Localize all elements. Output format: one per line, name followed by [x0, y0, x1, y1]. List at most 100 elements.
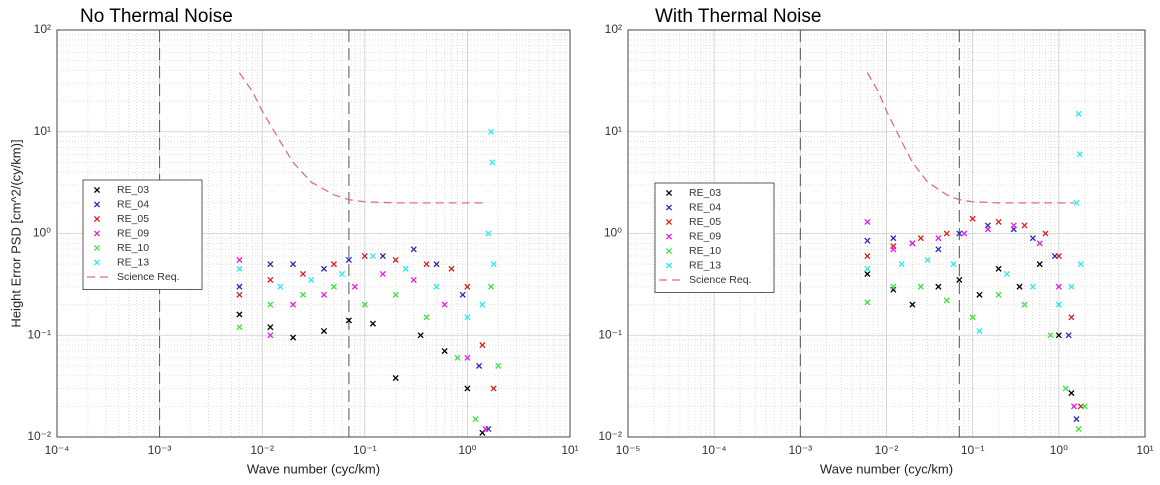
chart-title: With Thermal Noise	[655, 6, 821, 27]
y-tick-label: 10⁻¹	[598, 327, 622, 341]
data-point	[441, 347, 448, 355]
x-tick-label: 10⁻¹	[353, 443, 377, 457]
data-point	[410, 246, 417, 253]
x-tick-label: 10¹	[1136, 443, 1153, 457]
data-point	[1055, 253, 1062, 260]
data-point	[864, 270, 871, 278]
legend-marker	[93, 244, 101, 252]
data-point	[1029, 235, 1036, 242]
data-point	[984, 226, 991, 233]
data-point	[917, 283, 924, 290]
data-point	[961, 230, 968, 237]
data-point	[495, 362, 502, 369]
data-point	[459, 291, 466, 298]
series	[236, 253, 497, 392]
x-tick-label: 10⁻⁵	[616, 443, 641, 457]
x-tick-label: 10⁻³	[788, 443, 812, 457]
data-point	[976, 327, 983, 335]
legend-label: RE_03	[117, 184, 149, 196]
series	[866, 72, 1075, 204]
data-point	[864, 218, 871, 225]
data-point	[479, 301, 486, 308]
data-point	[935, 235, 942, 242]
data-point	[1010, 222, 1017, 229]
legend-label: RE_05	[117, 213, 149, 225]
data-point	[351, 283, 358, 290]
data-point	[454, 354, 461, 361]
data-point	[1021, 301, 1028, 308]
data-point	[943, 230, 950, 237]
y-tick-label: 10²	[34, 22, 51, 36]
data-point	[1016, 283, 1023, 290]
y-tick-label: 10⁻¹	[27, 327, 51, 341]
plot-frame	[56, 29, 571, 438]
data-point	[1068, 390, 1075, 397]
data-point	[464, 385, 471, 392]
data-point	[379, 270, 386, 278]
series	[864, 283, 1088, 433]
data-point	[1075, 425, 1082, 433]
data-point	[1042, 230, 1049, 237]
x-tick-label: 10¹	[561, 443, 578, 457]
data-point	[1029, 283, 1036, 290]
legend-label: RE_10	[117, 242, 149, 254]
legend-marker	[665, 262, 673, 269]
x-tick-label: 10⁻¹	[961, 443, 985, 457]
data-point	[864, 299, 871, 306]
data-point	[330, 283, 337, 290]
x-tick-label: 10⁰	[1050, 443, 1068, 457]
legend-label: RE_09	[117, 227, 149, 239]
data-point	[433, 261, 440, 268]
y-tick-label: 10⁻²	[27, 429, 51, 443]
data-point	[1036, 240, 1043, 247]
legend-label: RE_13	[117, 256, 149, 268]
data-point	[943, 297, 950, 304]
legend-label: RE_04	[689, 201, 721, 213]
legend-label: RE_10	[689, 245, 721, 257]
data-point	[320, 265, 328, 272]
x-tick-label: 10⁻⁴	[45, 443, 70, 457]
data-point	[236, 311, 243, 318]
legend-label: RE_09	[689, 230, 721, 242]
data-point	[969, 215, 976, 222]
data-point	[1055, 301, 1062, 308]
y-tick-label: 10⁻²	[598, 429, 622, 443]
data-point	[267, 301, 274, 308]
data-point	[433, 283, 440, 290]
data-point	[995, 291, 1002, 298]
data-point	[299, 270, 307, 278]
legend-label: RE_13	[689, 259, 721, 271]
data-point	[890, 246, 897, 253]
data-point	[1055, 332, 1062, 339]
data-point	[487, 128, 495, 135]
data-point	[476, 362, 483, 369]
data-point	[267, 276, 274, 283]
legend-marker	[93, 259, 101, 266]
data-point	[909, 301, 916, 308]
data-point	[995, 218, 1002, 225]
legend-marker	[93, 215, 101, 223]
data-point	[361, 301, 368, 308]
data-point	[290, 334, 297, 341]
data-point	[267, 261, 274, 268]
chart-title: No Thermal Noise	[80, 6, 233, 27]
series	[236, 256, 489, 433]
data-point	[490, 385, 497, 392]
data-point	[487, 283, 495, 290]
x-tick-label: 10⁰	[458, 443, 476, 457]
y-tick-label: 10¹	[34, 124, 51, 138]
data-point	[464, 314, 471, 321]
data-point	[1073, 199, 1080, 206]
y-tick-label: 10⁰	[33, 226, 51, 240]
y-axis-label: Height Error PSD [cm^2/(cy/km)]	[8, 139, 23, 327]
data-point	[898, 261, 905, 268]
legend-marker	[665, 204, 673, 211]
data-point	[464, 283, 471, 290]
data-point	[890, 283, 897, 290]
series	[236, 283, 502, 423]
x-tick-label: 10⁻³	[148, 443, 172, 457]
y-tick-label: 10²	[605, 22, 622, 36]
data-point	[290, 261, 297, 268]
data-point	[1075, 110, 1082, 117]
